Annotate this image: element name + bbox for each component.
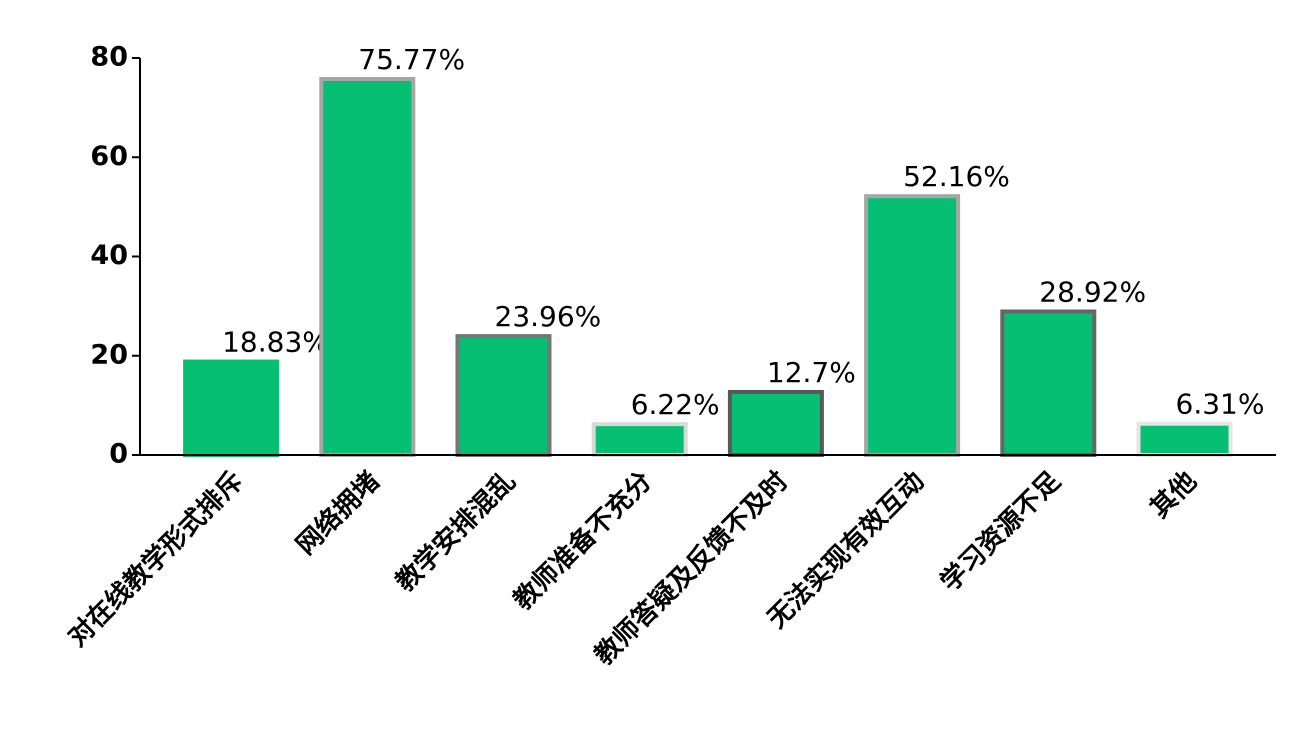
x-tick-label: 教师准备不充分 [507, 465, 658, 616]
bar [727, 389, 824, 458]
y-tick-label: 20 [90, 339, 128, 370]
x-tick-label: 教学安排混乱 [390, 465, 522, 597]
x-tick-label: 学习资源不足 [934, 465, 1066, 597]
value-label: 75.77% [358, 43, 465, 76]
value-label: 28.92% [1039, 275, 1146, 308]
y-tick-label: 80 [90, 42, 128, 73]
value-label: 12.7% [767, 356, 856, 389]
value-label: 6.22% [631, 388, 720, 421]
x-tick-label: 其他 [1145, 466, 1203, 524]
value-label: 6.31% [1176, 388, 1265, 421]
value-label: 52.16% [903, 160, 1010, 193]
bar [1000, 309, 1097, 457]
y-tick-label: 40 [90, 240, 128, 271]
bar [864, 194, 961, 457]
x-tick-label: 网络拥堵 [290, 465, 385, 560]
bar [455, 334, 552, 458]
bar [319, 76, 416, 458]
bar [591, 422, 688, 457]
x-tick-label: 对在线教学形式排斥 [62, 465, 249, 652]
value-label: 18.83% [222, 326, 329, 359]
y-tick-label: 0 [109, 439, 128, 470]
bar [183, 359, 280, 457]
y-tick-label: 60 [90, 141, 128, 172]
bar [1136, 421, 1233, 457]
value-label: 23.96% [495, 300, 602, 333]
